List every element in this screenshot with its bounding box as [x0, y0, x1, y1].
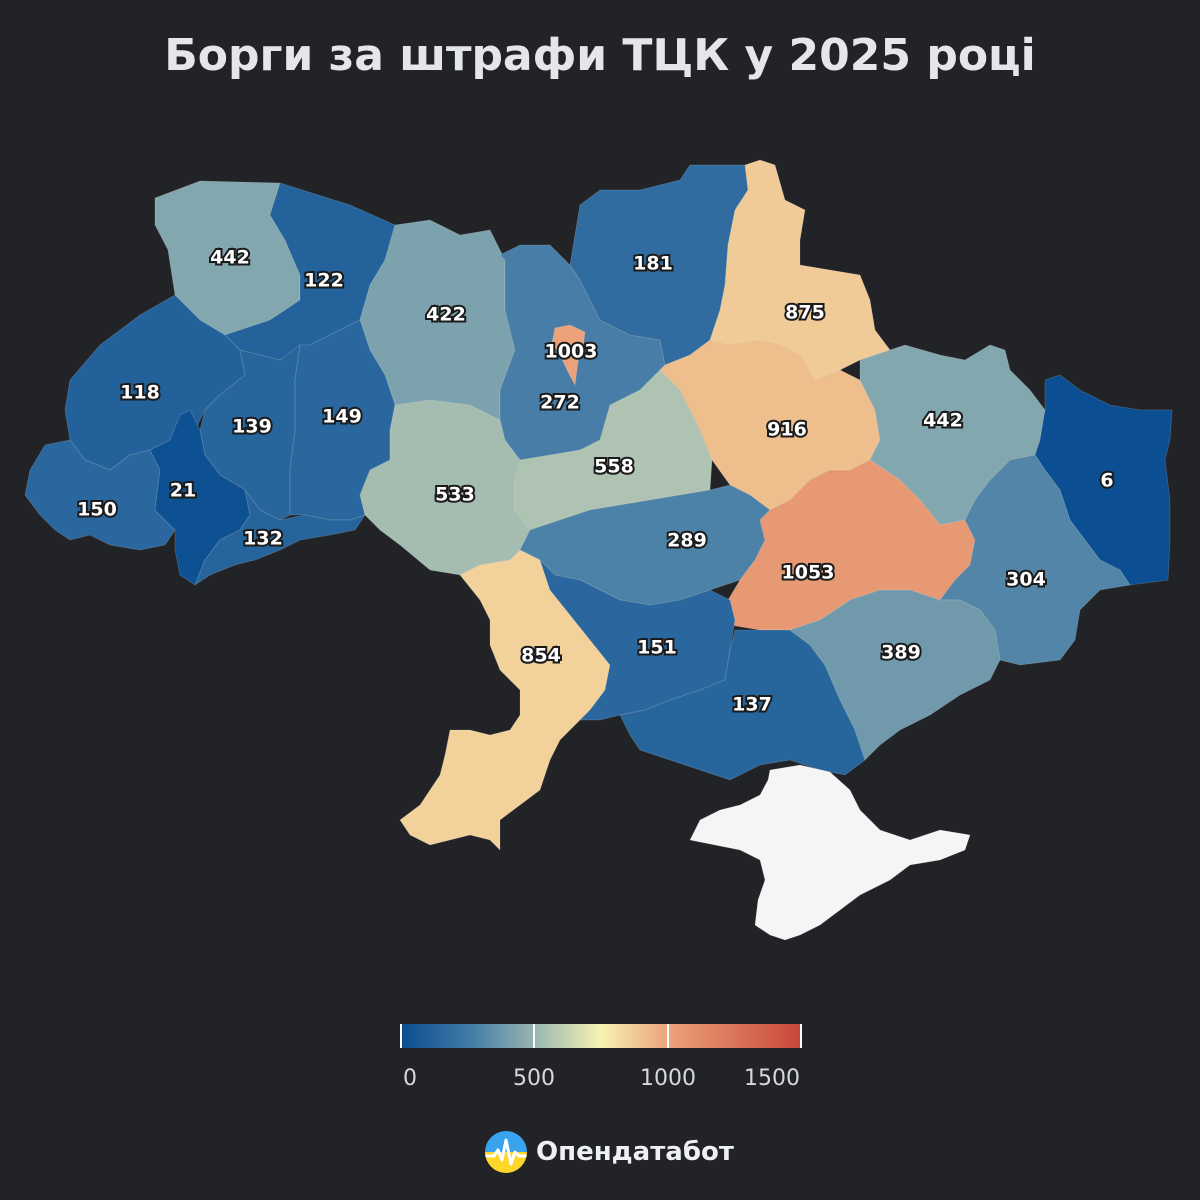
region-value-chernihivska: 181 — [633, 253, 673, 275]
region-value-zaporizka: 389 — [881, 642, 921, 664]
region-value-odeska: 854 — [521, 645, 561, 667]
region-value-kyiv-city: 1003 — [545, 341, 598, 363]
region-value-khersonska: 137 — [732, 694, 772, 716]
region-value-volynska: 442 — [210, 247, 250, 269]
region-value-cherkaska: 558 — [594, 456, 634, 478]
region-value-kirovohradska: 289 — [667, 530, 707, 552]
region-value-lvivska: 118 — [120, 382, 160, 404]
legend-gradient-bar — [400, 1024, 802, 1048]
region-value-vinnytska: 533 — [435, 484, 475, 506]
region-value-poltavska: 916 — [767, 419, 807, 441]
region-crimea — [689, 764, 971, 941]
legend-tick-3 — [800, 1024, 802, 1048]
region-value-ternopilska: 139 — [232, 416, 272, 438]
region-value-zhytomyrska: 422 — [426, 304, 466, 326]
brand-name: Опендатабот — [536, 1137, 734, 1167]
color-legend: 0 500 1000 1500 — [400, 1024, 804, 1124]
legend-tick-1 — [533, 1024, 535, 1048]
region-value-rivnenska: 122 — [304, 270, 344, 292]
map-title: Борги за штрафи ТЦК у 2025 році — [164, 30, 1036, 81]
region-kyiv-city — [551, 324, 586, 387]
opendatabot-logo-icon — [485, 1131, 527, 1173]
region-value-chernivetska: 132 — [243, 528, 283, 550]
legend-label-3: 1500 — [744, 1066, 800, 1091]
region-value-donetska: 304 — [1006, 569, 1046, 591]
region-value-khmelnytska: 149 — [322, 406, 362, 428]
region-value-luhanska: 6 — [1100, 470, 1113, 492]
legend-tick-2 — [667, 1024, 669, 1048]
legend-label-2: 1000 — [640, 1066, 696, 1091]
legend-label-1: 500 — [513, 1066, 555, 1091]
region-sumska — [709, 159, 891, 381]
region-value-zakarpatska: 150 — [77, 499, 117, 521]
legend-label-0: 0 — [403, 1066, 417, 1091]
region-value-kharkivska: 442 — [923, 410, 963, 432]
region-value-ivano-frankivska: 21 — [170, 480, 196, 502]
region-value-mykolaivska: 151 — [637, 637, 677, 659]
region-zaporizka — [789, 589, 1001, 761]
region-value-kyivska: 272 — [540, 392, 580, 414]
region-value-dnipropetrovska: 1053 — [782, 562, 835, 584]
brand: Опендатабот — [484, 1128, 734, 1176]
region-zakarpatska — [24, 439, 176, 551]
region-value-sumska: 875 — [785, 302, 825, 324]
legend-tick-0 — [400, 1024, 402, 1048]
region-chernivetska — [194, 489, 366, 587]
